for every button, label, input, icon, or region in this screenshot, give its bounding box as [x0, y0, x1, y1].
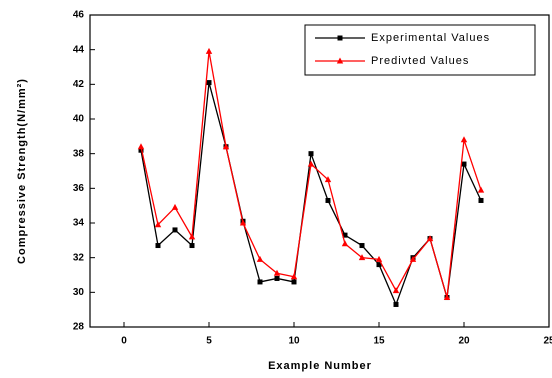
point [477, 186, 485, 193]
series-line [140, 82, 482, 307]
y-tick-label: 36 [73, 183, 85, 194]
point [256, 255, 264, 262]
series-line [140, 51, 482, 298]
point [273, 269, 281, 276]
point [189, 243, 195, 249]
point [443, 294, 451, 301]
point [188, 233, 196, 240]
point [324, 176, 332, 183]
point [222, 143, 230, 150]
x-tick-label: 25 [543, 336, 552, 347]
point [172, 227, 178, 233]
y-tick-label: 32 [73, 252, 85, 263]
point [426, 235, 434, 242]
point [341, 240, 349, 247]
point [342, 232, 348, 238]
y-tick-label: 40 [73, 114, 85, 125]
y-tick-label: 44 [73, 44, 85, 55]
y-tick-label: 42 [73, 79, 85, 90]
point [307, 160, 315, 167]
y-axis-label: Compressive Strength(N/mm²) [16, 78, 28, 264]
point [257, 279, 263, 285]
y-tick-label: 38 [73, 148, 85, 159]
point [138, 147, 144, 153]
point [137, 143, 145, 150]
legend-text: Predivted Values [371, 55, 469, 67]
point [239, 219, 247, 226]
point [375, 255, 383, 262]
point [154, 221, 162, 228]
legend-box [304, 24, 536, 76]
point [392, 287, 400, 294]
point [358, 254, 366, 261]
point [336, 57, 344, 64]
legend-text: Experimental Values [371, 32, 490, 44]
point [409, 255, 417, 262]
x-axis-label: Example Number [268, 360, 372, 372]
point [337, 35, 343, 41]
point [171, 203, 179, 210]
x-tick-label: 20 [458, 336, 470, 347]
point [308, 151, 314, 157]
plot-frame [89, 14, 550, 328]
point [291, 279, 297, 285]
point [206, 80, 212, 86]
y-tick-label: 34 [73, 218, 85, 229]
x-tick-label: 15 [373, 336, 385, 347]
point [478, 197, 484, 203]
point [393, 301, 399, 307]
x-tick-label: 5 [206, 336, 212, 347]
point [359, 243, 365, 249]
point [325, 197, 331, 203]
point [461, 161, 467, 167]
point [376, 262, 382, 268]
y-tick-label: 30 [73, 287, 85, 298]
point [155, 243, 161, 249]
x-tick-label: 0 [121, 336, 127, 347]
point [290, 273, 298, 280]
point [274, 275, 280, 281]
y-tick-label: 28 [73, 322, 85, 333]
x-tick-label: 10 [288, 336, 300, 347]
point [460, 136, 468, 143]
y-tick-label: 46 [73, 10, 85, 21]
point [205, 47, 213, 54]
